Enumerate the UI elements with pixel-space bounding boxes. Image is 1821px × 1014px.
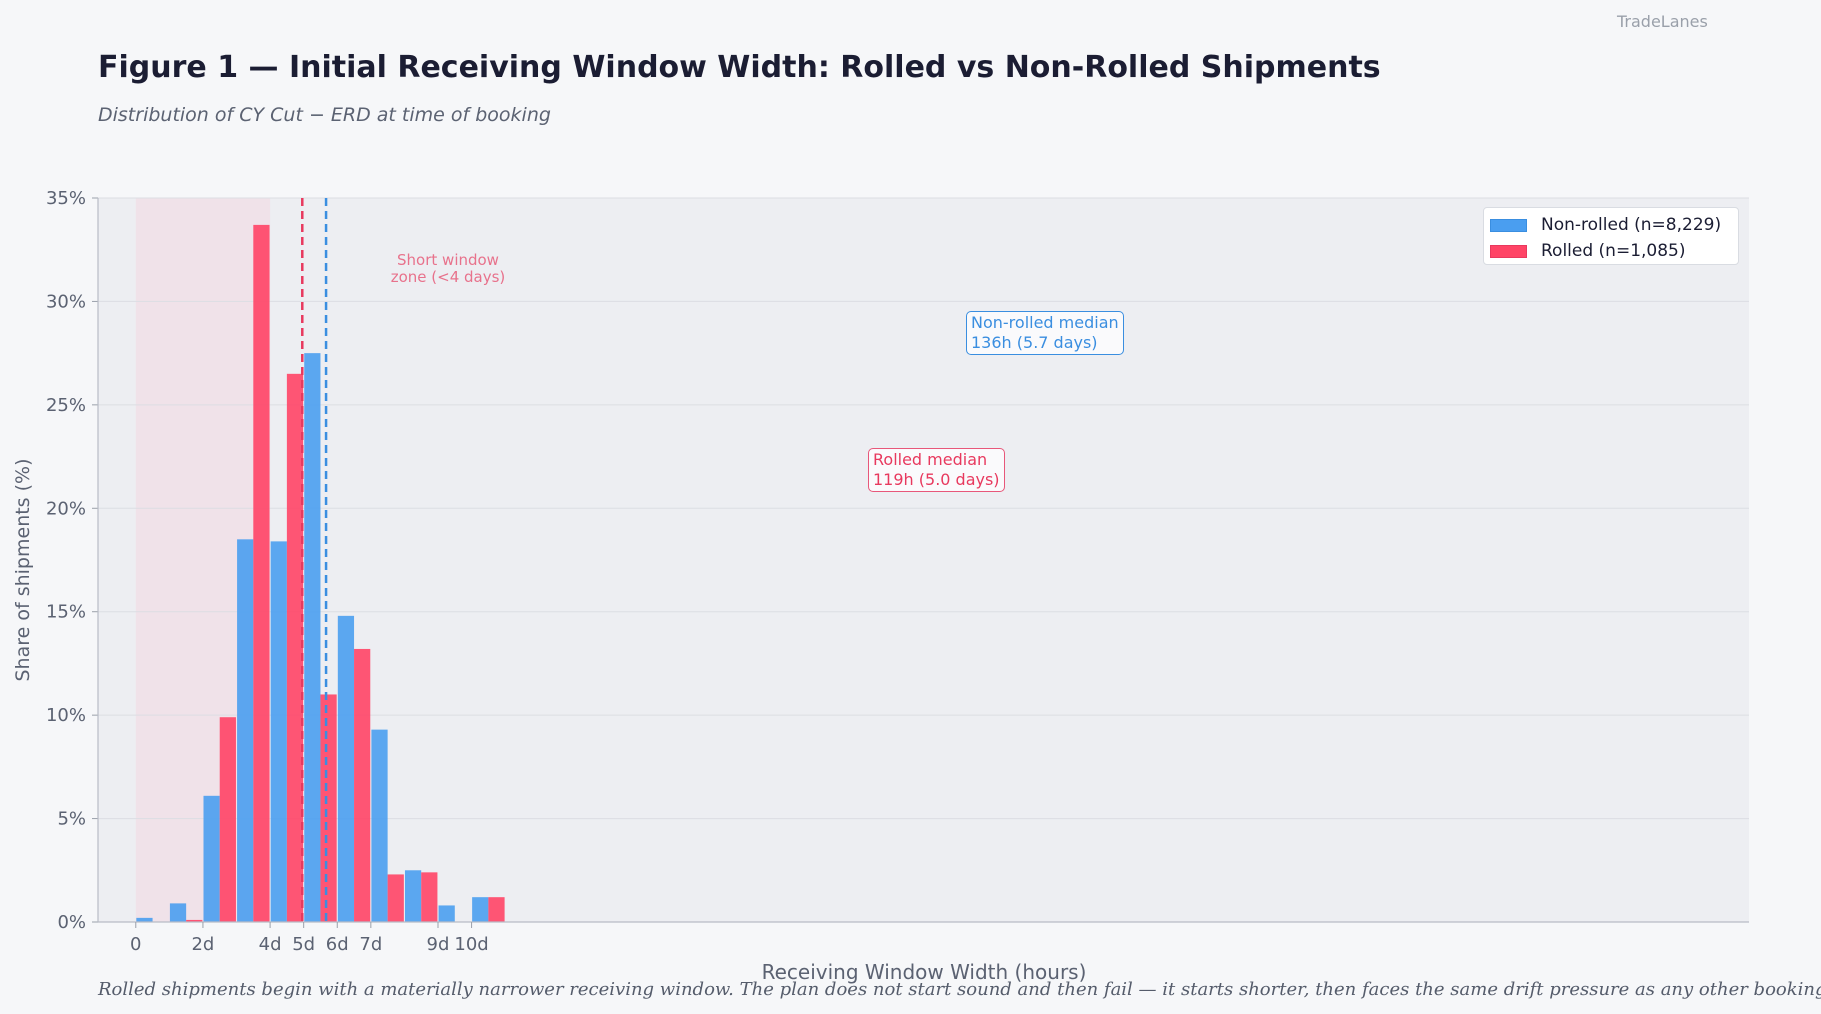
- zone-label-line1: Short window: [397, 251, 499, 269]
- bar-non-rolled: [472, 897, 489, 922]
- y-axis-label: Share of shipments (%): [12, 458, 34, 682]
- bar-non-rolled: [304, 353, 321, 923]
- non-rolled-median-value: 136h (5.7 days): [971, 333, 1098, 352]
- x-tick-label: 5d: [292, 934, 315, 955]
- bar-rolled: [286, 373, 304, 922]
- brand-logo-text: TradeLanes: [1617, 12, 1708, 31]
- legend-item-rolled: Rolled (n=1,085): [1490, 238, 1738, 264]
- bar-rolled: [186, 919, 203, 922]
- y-tick-label: 15%: [46, 602, 86, 623]
- bar-rolled: [253, 224, 270, 923]
- x-tick-label: 10d: [454, 934, 488, 955]
- bar-rolled: [320, 694, 337, 922]
- bar-non-rolled: [371, 729, 388, 922]
- legend-label-non-rolled: Non-rolled (n=8,229): [1541, 215, 1722, 235]
- tick-labels-layer: 0% 5% 10% 15% 20% 25% 30% 35% 0 2d 4d 5d 6d 7d 9d 10d: [46, 188, 489, 955]
- x-tick-label: 6d: [326, 934, 349, 955]
- chart-title: Figure 1 — Initial Receiving Window Widt…: [98, 50, 1381, 85]
- bar-non-rolled: [203, 795, 220, 922]
- axes-layer: [92, 197, 1749, 928]
- bar-non-rolled: [169, 903, 187, 922]
- chart-subtitle: Distribution of CY Cut − ERD at time of …: [98, 104, 551, 126]
- legend-swatch-non-rolled: [1490, 218, 1527, 232]
- gridlines-layer: [98, 197, 1749, 923]
- bar-rolled: [354, 648, 371, 922]
- figure-caption: Rolled shipments begin with a materially…: [98, 979, 1821, 1000]
- legend-swatch-rolled: [1490, 244, 1527, 258]
- x-tick-label: 4d: [259, 934, 282, 955]
- y-tick-label: 10%: [46, 705, 86, 726]
- bar-rolled: [421, 872, 438, 922]
- legend-item-non-rolled: Non-rolled (n=8,229): [1490, 212, 1738, 238]
- bars-layer: [136, 224, 505, 923]
- chart-legend: Non-rolled (n=8,229) Rolled (n=1,085): [1483, 207, 1739, 265]
- rolled-median-label: Rolled median: [873, 450, 988, 469]
- median-lines-layer: [301, 198, 328, 922]
- bar-non-rolled: [237, 539, 254, 922]
- bar-non-rolled: [438, 905, 455, 922]
- y-tick-label: 35%: [46, 188, 86, 209]
- x-tick-label: 7d: [359, 934, 382, 955]
- zone-label-line2: zone (<4 days): [390, 268, 506, 286]
- y-tick-label: 30%: [46, 291, 86, 312]
- bar-non-rolled: [270, 541, 287, 922]
- y-tick-label: 25%: [46, 395, 86, 416]
- x-axis-label: Receiving Window Width (hours): [761, 960, 1087, 984]
- short-window-zone-label: Short window zone (<4 days): [391, 252, 506, 286]
- x-tick-label: 2d: [191, 934, 214, 955]
- bar-rolled: [219, 717, 236, 922]
- bar-non-rolled: [404, 870, 422, 922]
- y-tick-label: 20%: [46, 498, 86, 519]
- bar-rolled: [387, 874, 404, 922]
- x-tick-label: 0: [130, 934, 141, 955]
- bar-rolled: [488, 897, 505, 922]
- rolled-median-annotation: Rolled median 119h (5.0 days): [868, 448, 1005, 492]
- bar-non-rolled: [136, 917, 153, 922]
- y-tick-label: 0%: [57, 912, 86, 933]
- x-tick-label: 9d: [427, 934, 450, 955]
- y-tick-label: 5%: [57, 809, 86, 830]
- rolled-median-value: 119h (5.0 days): [873, 470, 1000, 489]
- legend-label-rolled: Rolled (n=1,085): [1541, 241, 1686, 261]
- non-rolled-median-annotation: Non-rolled median 136h (5.7 days): [966, 311, 1124, 355]
- bar-non-rolled: [337, 615, 355, 922]
- non-rolled-median-label: Non-rolled median: [971, 313, 1119, 332]
